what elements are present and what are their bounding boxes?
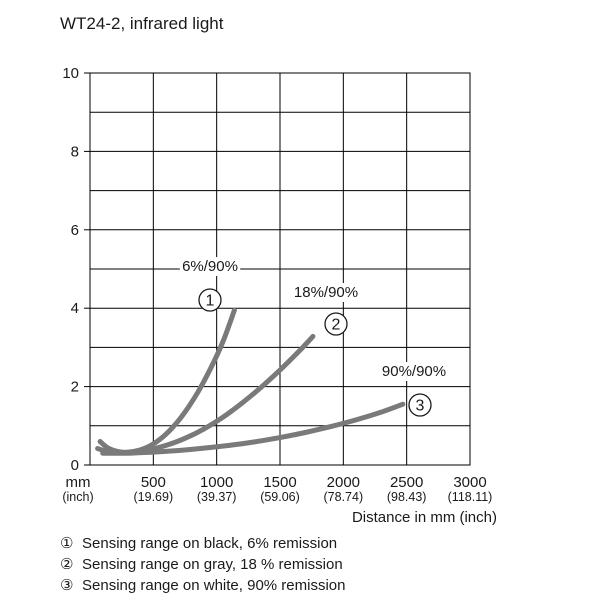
- annotation-label-1: 6%/90%: [182, 258, 238, 275]
- y-tick-label: 6: [71, 222, 79, 239]
- y-tick-label: 8: [71, 143, 79, 160]
- legend-item-3: ③ Sensing range on white, 90% remission: [60, 575, 345, 596]
- x-tick-sublabel: (19.69): [134, 490, 174, 504]
- x-tick-sublabel: (118.11): [448, 490, 493, 504]
- y-tick-label: 0: [71, 457, 79, 474]
- series-marker-circle-2: [324, 312, 348, 336]
- annotation-bg-2: [291, 283, 361, 302]
- annotation-label-2: 18%/90%: [294, 284, 358, 301]
- series-marker-circle-1: [198, 288, 222, 312]
- x-tick-sublabel: (78.74): [324, 490, 364, 504]
- legend-text-2: Sensing range on gray, 18 % remission: [82, 556, 343, 573]
- chart-title: WT24-2, infrared light: [60, 14, 224, 33]
- series-marker-circle-3: [408, 393, 432, 417]
- x-tick-label: 500: [141, 474, 166, 491]
- x-tick-sublabel: (98.43): [387, 490, 427, 504]
- x-tick-label: mm: [66, 474, 91, 491]
- x-tick-label: 3000: [453, 474, 486, 491]
- x-tick-label: 1500: [263, 474, 296, 491]
- legend-marker-3: ③: [60, 577, 74, 594]
- x-tick-label: 1000: [200, 474, 233, 491]
- x-tick-sublabel: (59.06): [260, 490, 300, 504]
- series-marker-number-1: 1: [206, 293, 215, 310]
- annotation-bg-3: [379, 362, 449, 381]
- y-tick-label: 2: [71, 379, 79, 396]
- y-tick-label: 10: [62, 65, 79, 82]
- y-tick-label: 4: [71, 300, 79, 317]
- legend-item-1: ① Sensing range on black, 6% remission: [60, 533, 345, 554]
- x-axis-title: Distance in mm (inch): [352, 509, 497, 526]
- legend-item-2: ② Sensing range on gray, 18 % remission: [60, 554, 345, 575]
- x-tick-label: 2500: [390, 474, 423, 491]
- legend-text-1: Sensing range on black, 6% remission: [82, 535, 338, 552]
- series-marker-number-2: 2: [332, 317, 341, 334]
- legend-text-3: Sensing range on white, 90% remission: [82, 577, 346, 594]
- legend-marker-2: ②: [60, 556, 74, 573]
- series-line-3: [100, 401, 406, 456]
- x-tick-sublabel: (39.37): [197, 490, 237, 504]
- annotation-label-3: 90%/90%: [382, 363, 446, 380]
- annotation-bg-1: [179, 257, 241, 276]
- series-line-1: [97, 307, 237, 455]
- legend-marker-1: ①: [60, 535, 74, 552]
- x-tick-label: 2000: [327, 474, 360, 491]
- series-marker-number-3: 3: [416, 398, 425, 415]
- x-tick-sublabel: (inch): [62, 490, 93, 504]
